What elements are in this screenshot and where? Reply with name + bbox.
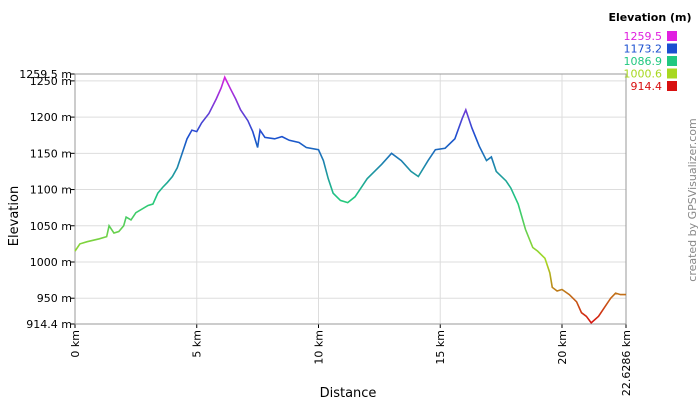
legend-label: 1259.5 (624, 30, 663, 43)
x-tick-label: 15 km (434, 330, 447, 365)
legend-swatch (667, 56, 677, 66)
y-tick-label: 1259.5 m (19, 68, 72, 81)
x-tick-label: 10 km (312, 330, 325, 365)
legend-swatch (667, 81, 677, 91)
x-tick-label: 5 km (191, 330, 204, 358)
legend-label: 914.4 (631, 80, 663, 93)
plot-frame (74, 73, 627, 325)
y-tick-label: 1000 m (30, 256, 72, 269)
x-tick-label: 22.6286 km (620, 330, 633, 396)
legend-label: 1086.9 (624, 55, 663, 68)
y-tick-label: 1250 m (30, 75, 72, 88)
credit: created by GPSVisualizer.com (686, 118, 699, 281)
y-tick-label: 950 m (37, 292, 72, 305)
x-axis-title: Distance (320, 386, 377, 400)
legend-label: 1173.2 (624, 43, 663, 56)
y-axis-title: Elevation (7, 186, 22, 246)
x-tick-label: 20 km (556, 330, 569, 365)
legend-swatch (667, 68, 677, 79)
legend-swatch (667, 31, 677, 41)
y-tick-label: 1050 m (30, 220, 72, 233)
elevation-line (74, 75, 626, 325)
legend-title: Elevation (m) (608, 11, 691, 24)
y-tick-label: 1150 m (30, 147, 72, 160)
legend-label: 1000.6 (624, 68, 663, 81)
y-tick-label: 1100 m (30, 184, 72, 197)
y-tick-label: 1200 m (30, 111, 72, 124)
y-tick-label: 914.4 m (26, 318, 72, 331)
x-tick-label: 0 km (69, 330, 82, 358)
legend-swatch (667, 43, 677, 54)
